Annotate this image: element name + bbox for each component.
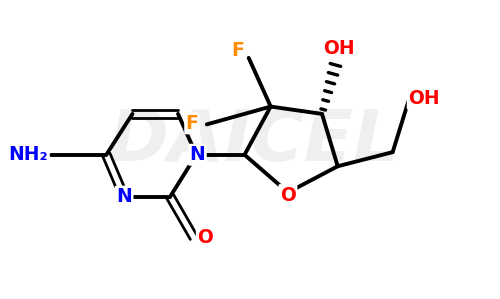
Text: OH: OH [324,39,355,59]
Text: O: O [198,228,213,247]
Text: NH₂: NH₂ [8,145,48,164]
Text: N: N [190,145,206,164]
Text: DAICEL: DAICEL [108,107,400,176]
Text: OH: OH [408,89,440,108]
Text: O: O [280,186,296,205]
Text: N: N [116,187,132,206]
Text: F: F [186,114,198,133]
Text: F: F [231,41,243,60]
